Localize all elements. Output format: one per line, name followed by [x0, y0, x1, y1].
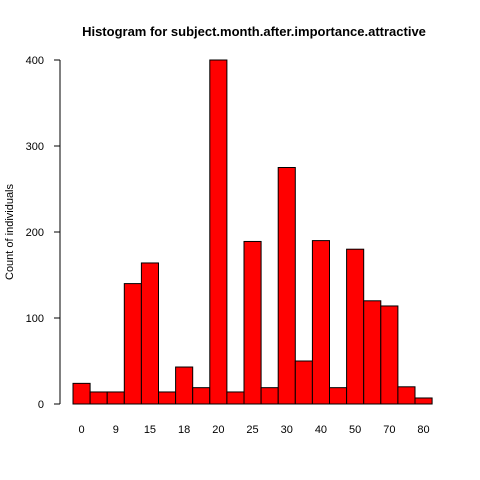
histogram-bar — [397, 386, 416, 405]
x-tick-label: 25 — [246, 424, 258, 436]
histogram-bar — [72, 382, 91, 405]
y-axis-label: Count of individuals — [4, 184, 16, 281]
x-tick-label: 20 — [212, 424, 224, 436]
x-tick-label: 9 — [113, 424, 119, 436]
histogram-bar — [192, 387, 211, 405]
x-tick-label: 80 — [417, 424, 429, 436]
x-tick-label: 30 — [281, 424, 293, 436]
histogram-bar — [140, 262, 159, 405]
histogram-bar — [89, 391, 108, 405]
x-tick-label: 50 — [349, 424, 361, 436]
histogram-bar — [158, 391, 177, 405]
histogram-bar — [243, 240, 262, 405]
histogram-bar — [363, 300, 382, 405]
y-tick-label: 0 — [38, 399, 44, 411]
histogram-bar — [209, 59, 228, 405]
histogram-bar — [106, 391, 125, 405]
histogram-bar — [226, 391, 245, 405]
x-tick-label: 0 — [78, 424, 84, 436]
histogram-bar — [175, 366, 194, 405]
histogram-bar — [414, 397, 433, 405]
y-axis: 0 100 200 300 400 — [26, 55, 61, 411]
x-tick-label: 40 — [315, 424, 327, 436]
x-tick-label: 70 — [383, 424, 395, 436]
histogram-bar — [260, 387, 279, 405]
y-tick-label: 100 — [26, 313, 44, 325]
chart-title: Histogram for subject.month.after.import… — [82, 24, 426, 39]
histogram-bar — [277, 167, 296, 405]
y-tick-label: 200 — [26, 227, 44, 239]
histogram-bar — [380, 305, 399, 405]
x-tick-label: 18 — [178, 424, 190, 436]
bars-group — [72, 59, 433, 405]
histogram-bar — [294, 360, 313, 405]
x-tick-label: 15 — [144, 424, 156, 436]
y-tick-label: 400 — [26, 55, 44, 67]
x-axis: 0 9 15 18 20 25 30 40 50 70 80 — [78, 424, 429, 436]
histogram-bar — [123, 283, 142, 405]
histogram-bar — [311, 240, 330, 405]
y-tick-label: 300 — [26, 141, 44, 153]
histogram-bar — [346, 248, 365, 405]
histogram-bar — [329, 387, 348, 405]
